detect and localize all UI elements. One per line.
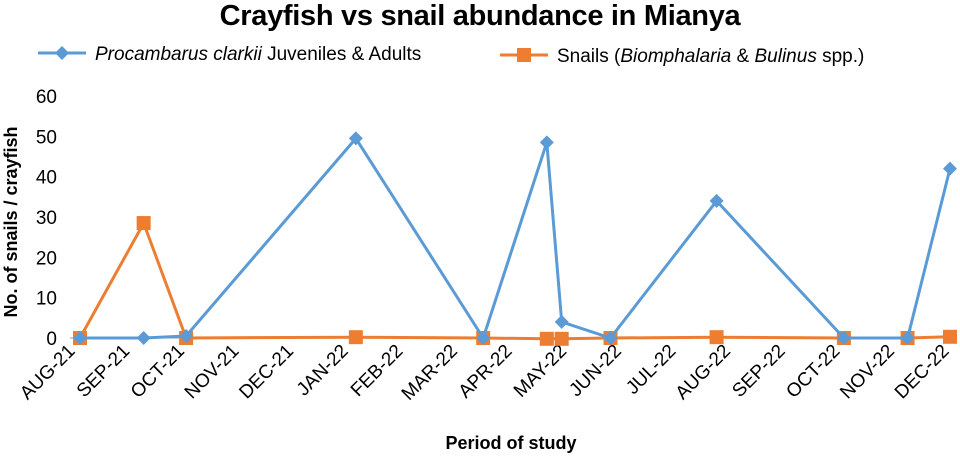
snail-point: [348, 330, 363, 345]
crayfish-point: [554, 314, 569, 329]
snail-point: [136, 216, 151, 231]
legend-marker: [55, 46, 69, 60]
x-tick-label: OCT-22: [782, 341, 844, 403]
crayfish-point: [136, 331, 151, 345]
series-crayfish: [73, 131, 957, 345]
crayfish-point: [348, 131, 363, 146]
crayfish-point: [179, 328, 194, 343]
y-axis-ticks: 0 10 20 30 40 50 60: [36, 87, 57, 350]
x-axis-title: Period of study: [445, 433, 576, 453]
y-tick-label: 0: [46, 329, 57, 350]
crayfish-point: [943, 161, 957, 176]
crayfish-point: [900, 331, 915, 345]
x-tick-label: OCT-21: [127, 341, 189, 403]
crayfish-point: [603, 331, 618, 345]
x-tick-label: JAN-22: [293, 341, 353, 401]
x-tick-label: AUG-22: [672, 341, 735, 404]
x-tick-label: SEP-22: [728, 341, 789, 402]
legend-label: Snails (Biomphalaria & Bulinus spp.): [557, 46, 864, 67]
x-tick-label: APR-22: [455, 341, 517, 403]
x-tick-label: FEB-22: [347, 341, 407, 401]
x-tick-label: NOV-21: [181, 341, 244, 404]
chart-title: Crayfish vs snail abundance in Mianya: [219, 0, 741, 32]
legend-marker: [517, 48, 531, 62]
series-layer: [73, 131, 957, 346]
legend-item-crayfish: Procambarus clarkii Juveniles & Adults: [38, 44, 421, 65]
crayfish-point: [836, 331, 851, 345]
snail-point: [539, 331, 554, 346]
crayfish-line: [80, 136, 952, 340]
x-tick-label: MAR-22: [398, 341, 462, 405]
snail-point: [554, 331, 569, 346]
y-tick-label: 30: [36, 208, 57, 229]
crayfish-point: [73, 331, 87, 345]
y-tick-label: 20: [36, 248, 57, 269]
x-tick-label: MAY-22: [510, 341, 571, 402]
y-axis-title: No. of snails / crayfish: [1, 126, 21, 317]
crayfish-point: [539, 135, 554, 150]
crayfish-point: [476, 331, 491, 345]
y-tick-label: 10: [36, 289, 57, 310]
x-tick-label: DEC-22: [891, 341, 954, 404]
y-tick-label: 60: [36, 87, 57, 108]
legend: Procambarus clarkii Juveniles & Adults Sn…: [38, 44, 864, 67]
snail-point: [943, 329, 957, 344]
x-tick-label: AUG-21: [16, 341, 79, 404]
x-tick-label: NOV-22: [836, 341, 899, 404]
crayfish-point: [709, 193, 724, 208]
snail-point: [709, 330, 724, 345]
y-tick-label: 50: [36, 127, 57, 148]
legend-item-snails: Snails (Biomphalaria & Bulinus spp.): [500, 46, 864, 67]
x-tick-label: DEC-21: [235, 341, 298, 404]
y-tick-label: 40: [36, 168, 57, 189]
x-tick-label: JUN-22: [565, 341, 625, 401]
legend-label: Procambarus clarkii Juveniles & Adults: [95, 44, 421, 65]
x-tick-label: SEP-21: [73, 341, 134, 402]
x-axis-ticks: AUG-21SEP-21OCT-21NOV-21DEC-21JAN-22FEB-…: [16, 341, 953, 405]
